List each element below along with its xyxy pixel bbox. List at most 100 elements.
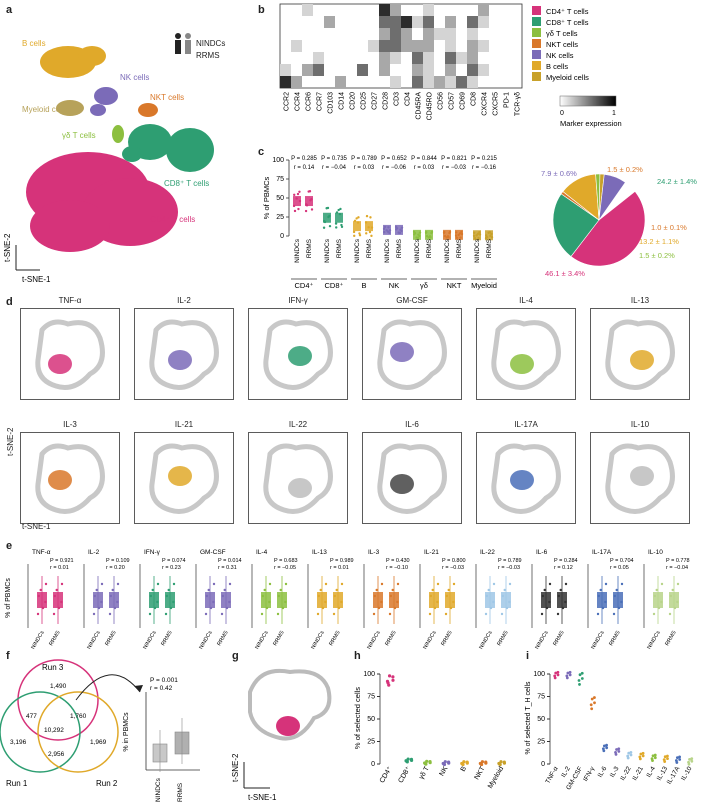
c-point bbox=[296, 192, 300, 196]
legend-swatch bbox=[532, 72, 541, 81]
e-point bbox=[263, 588, 266, 592]
c-point bbox=[337, 208, 340, 212]
heatmap-cell bbox=[379, 4, 390, 16]
e-point bbox=[316, 612, 320, 616]
e-rval: r = 0.01 bbox=[50, 565, 69, 571]
heatmap-cell bbox=[390, 76, 401, 88]
pie-label: 13.2 ± 1.1% bbox=[639, 237, 679, 246]
cytokine-positive-cluster bbox=[288, 346, 312, 366]
e-point bbox=[261, 594, 265, 598]
e-point bbox=[604, 600, 607, 604]
e-title: IL-13 bbox=[312, 549, 327, 556]
venn-count-0: 1,490 bbox=[50, 683, 67, 690]
legend-label: CD8⁺ T cells bbox=[546, 18, 589, 27]
e-point bbox=[321, 606, 325, 610]
i-point bbox=[666, 757, 669, 760]
people-icon bbox=[175, 33, 191, 54]
scale-min: 0 bbox=[560, 110, 564, 117]
e-point bbox=[324, 582, 328, 586]
c-point bbox=[310, 208, 314, 211]
heatmap-cell bbox=[390, 16, 401, 28]
panel-label-i: i bbox=[526, 650, 530, 662]
cytokine-map bbox=[362, 432, 462, 524]
legend-label: Myeloid cells bbox=[546, 73, 589, 82]
c-point bbox=[454, 234, 458, 237]
marker-label: CXCR4 bbox=[482, 92, 489, 116]
heatmap-cell bbox=[467, 52, 478, 64]
c-cond-label: RRMS bbox=[396, 238, 403, 258]
e-point bbox=[268, 600, 271, 604]
e-point bbox=[557, 594, 561, 598]
h-point bbox=[460, 761, 464, 766]
e-point bbox=[540, 612, 544, 616]
cytokine-title: IL-10 bbox=[630, 420, 650, 429]
c-point bbox=[416, 236, 420, 240]
i-point bbox=[678, 758, 682, 761]
e-point bbox=[207, 588, 210, 592]
heatmap-cell bbox=[280, 76, 291, 88]
venn-count-6: 1,969 bbox=[90, 739, 107, 746]
e-cond-label: NINDCs bbox=[478, 630, 493, 651]
e-cond-label: NINDCs bbox=[310, 630, 325, 651]
e-point bbox=[44, 582, 48, 586]
c-point bbox=[340, 223, 343, 227]
e-point bbox=[340, 600, 343, 604]
i-point bbox=[651, 754, 655, 758]
c-point bbox=[353, 234, 356, 238]
c-pval: P = 0.844 bbox=[411, 156, 437, 162]
f-ylabel: % in PBMCs bbox=[123, 712, 130, 752]
c-box bbox=[293, 196, 301, 207]
cytokine-positive-cluster bbox=[630, 350, 654, 370]
marker-label: CD45RO bbox=[427, 91, 434, 120]
c-point bbox=[473, 231, 476, 235]
e-ylabel: % of PBMCs bbox=[5, 578, 12, 618]
panel-label-e: e bbox=[6, 540, 13, 552]
panel-h-chart: 0 25 50 75 100 % of selected cells CD4⁺ CD8⁺ γδ … bbox=[353, 671, 507, 790]
venn-count-2: 1,760 bbox=[70, 713, 87, 720]
h-ylabel: % of selected cells bbox=[353, 687, 362, 749]
i-point bbox=[678, 755, 681, 759]
e-point bbox=[428, 612, 432, 616]
c-point bbox=[443, 234, 447, 238]
e-title: IFN-γ bbox=[144, 549, 161, 556]
c-point bbox=[368, 230, 372, 234]
c-cond-label: RRMS bbox=[336, 238, 343, 258]
heatmap-cell bbox=[423, 64, 434, 76]
e-cond-label: NINDCs bbox=[590, 630, 605, 651]
cytokine-title: IL-21 bbox=[174, 420, 194, 429]
c-ytick: 75 bbox=[276, 176, 284, 183]
label-gd-cells: γδ T cells bbox=[62, 131, 96, 140]
heatmap-cell bbox=[478, 64, 489, 76]
i-point bbox=[626, 754, 630, 758]
e-pval: P = 0.778 bbox=[666, 558, 690, 564]
cytokine-map bbox=[476, 308, 576, 400]
cluster-cd8 bbox=[122, 124, 214, 172]
c-cond-label: NINDCs bbox=[354, 238, 361, 263]
e-rval: r = 0.01 bbox=[330, 565, 349, 571]
h-point bbox=[441, 761, 445, 766]
e-point bbox=[149, 594, 153, 598]
c-box bbox=[323, 212, 331, 223]
e-point bbox=[209, 606, 213, 610]
e-point bbox=[324, 600, 327, 604]
i-point bbox=[638, 755, 642, 759]
e-cond-label: NINDCs bbox=[422, 630, 437, 651]
e-point bbox=[452, 582, 456, 586]
heatmap-cell bbox=[423, 16, 434, 28]
i-cat-label: IL-22 bbox=[619, 765, 633, 782]
c-point bbox=[398, 231, 402, 235]
expression-scale-bar bbox=[559, 95, 617, 107]
marker-label: CD45RA bbox=[416, 92, 423, 120]
venn-count-3: 10,292 bbox=[44, 727, 64, 734]
i-ytick: 25 bbox=[537, 739, 545, 746]
c-group-label: CD8⁺ bbox=[325, 281, 344, 290]
c-point bbox=[386, 230, 390, 233]
panel-label-h: h bbox=[354, 650, 361, 662]
e-point bbox=[548, 600, 551, 604]
pie-label: 24.2 ± 1.4% bbox=[657, 177, 697, 186]
heatmap-cell bbox=[401, 40, 412, 52]
marker-label: CD103 bbox=[328, 92, 335, 114]
i-point bbox=[690, 759, 694, 763]
heatmap-cell bbox=[302, 64, 313, 76]
i-point bbox=[556, 670, 560, 674]
